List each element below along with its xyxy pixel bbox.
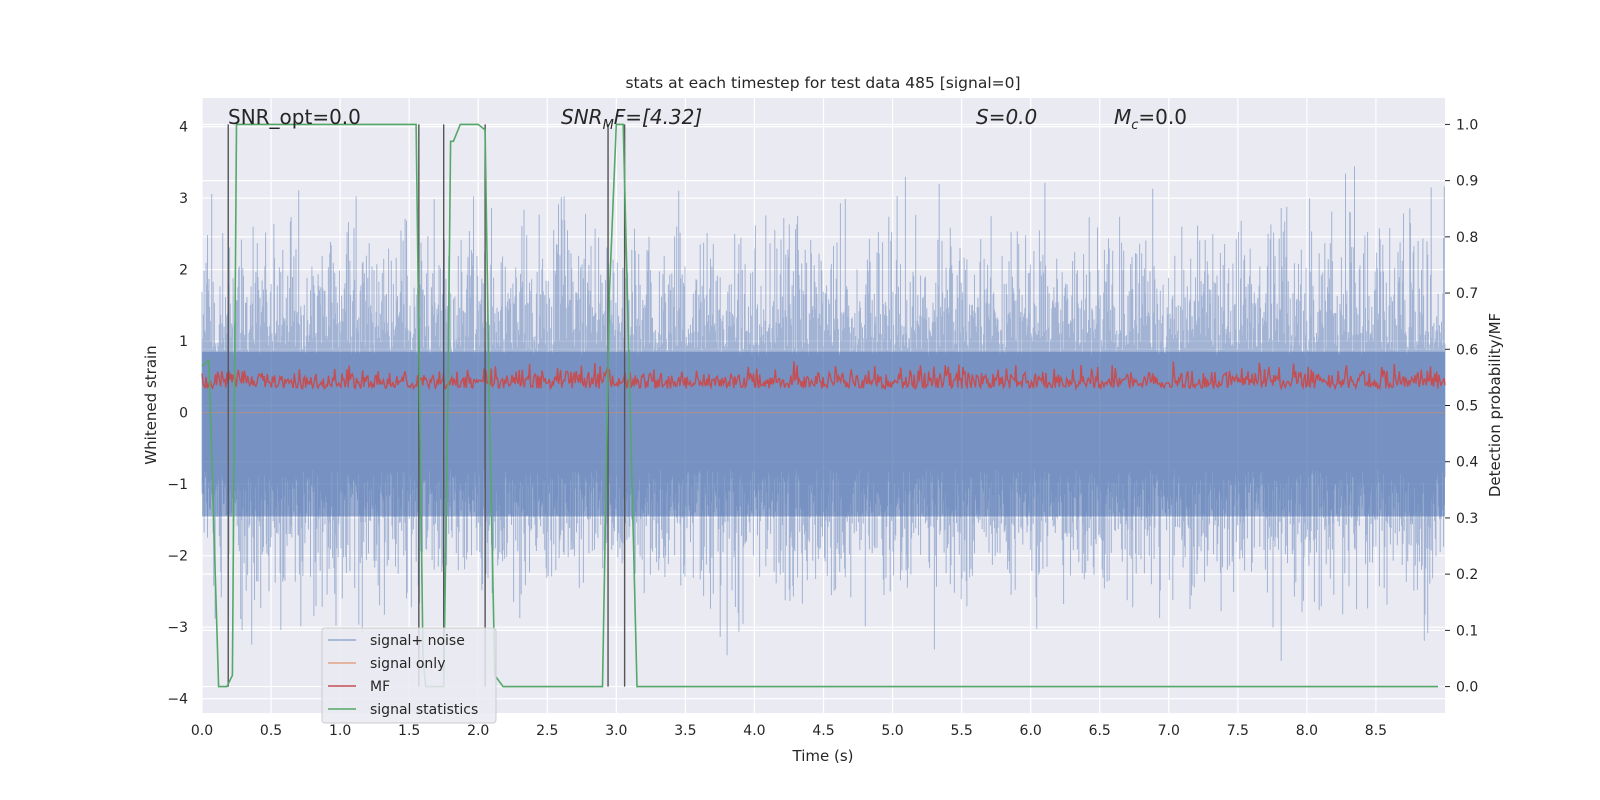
y-left-tick-label: −4 bbox=[167, 692, 188, 708]
x-tick-label: 2.0 bbox=[467, 723, 489, 739]
signal-noise-line bbox=[201, 166, 1446, 661]
x-tick-label: 5.0 bbox=[881, 723, 903, 739]
x-tick-label: 7.5 bbox=[1227, 723, 1249, 739]
x-tick-label: 8.5 bbox=[1365, 723, 1387, 739]
y-right-tick-label: 0.1 bbox=[1456, 623, 1478, 639]
x-tick-label: 3.0 bbox=[605, 723, 627, 739]
y-left-tick-label: 2 bbox=[179, 263, 188, 279]
mf-series bbox=[201, 361, 1446, 414]
x-tick-label: 7.0 bbox=[1158, 723, 1180, 739]
legend: signal+ noise signal only MF signal stat… bbox=[321, 627, 497, 724]
legend-label-mf: MF bbox=[370, 679, 390, 695]
y-right-tick-label: 0.2 bbox=[1456, 567, 1478, 583]
y-right-tick-label: 0.3 bbox=[1456, 511, 1478, 527]
x-tick-label: 8.0 bbox=[1296, 723, 1318, 739]
x-tick-label: 1.0 bbox=[329, 723, 351, 739]
y-right-tick-label: 0.4 bbox=[1456, 455, 1478, 471]
legend-label-signal-only: signal only bbox=[370, 656, 445, 672]
snr-mf-sub: M bbox=[603, 118, 614, 133]
mc-rest: =0.0 bbox=[1138, 105, 1187, 129]
snr-mf-rest: F=[4.32] bbox=[614, 105, 702, 129]
y-left-tick-label: −1 bbox=[167, 477, 188, 493]
x-tick-label: 2.5 bbox=[536, 723, 558, 739]
x-tick-label: 1.5 bbox=[398, 723, 420, 739]
signal-statistics-series bbox=[201, 123, 1439, 688]
mc-sub: c bbox=[1131, 118, 1138, 133]
s-annotation: S=0.0 bbox=[976, 105, 1037, 129]
y-axis-left-label: Whitened strain bbox=[142, 345, 160, 464]
y-left-tick-label: −3 bbox=[167, 620, 188, 636]
y-right-tick-label: 0.6 bbox=[1456, 342, 1478, 358]
snr-mf-main: SNR bbox=[561, 105, 603, 129]
x-tick-label: 4.0 bbox=[743, 723, 765, 739]
mf-line bbox=[201, 361, 1446, 392]
y-left-tick-label: 0 bbox=[179, 406, 188, 422]
y-left-tick-label: 3 bbox=[179, 191, 188, 207]
x-axis-label: Time (s) bbox=[792, 747, 854, 765]
x-tick-label: 6.0 bbox=[1020, 723, 1042, 739]
y-left-tick-label: 4 bbox=[179, 120, 188, 136]
mc-annotation: Mc=0.0 bbox=[1114, 105, 1187, 133]
x-tick-label: 0.5 bbox=[260, 723, 282, 739]
x-tick-label: 6.5 bbox=[1089, 723, 1111, 739]
signal-statistics-line bbox=[201, 123, 1439, 688]
y-left-tick-label: 1 bbox=[179, 334, 188, 350]
x-tick-label: 0.0 bbox=[191, 723, 213, 739]
y-right-tick-label: 0.8 bbox=[1456, 230, 1478, 246]
chart-title: stats at each timestep for test data 485… bbox=[625, 74, 1020, 92]
y-right-tick-label: 0.0 bbox=[1456, 680, 1478, 696]
legend-box bbox=[321, 627, 497, 724]
legend-label-signal-statistics: signal statistics bbox=[370, 702, 478, 718]
y-right-tick-label: 0.5 bbox=[1456, 399, 1478, 415]
x-tick-label: 5.5 bbox=[950, 723, 972, 739]
legend-label-signal-noise: signal+ noise bbox=[370, 633, 465, 649]
y-right-tick-label: 0.9 bbox=[1456, 174, 1478, 190]
y-right-tick-label: 0.7 bbox=[1456, 286, 1478, 302]
mc-main: M bbox=[1114, 105, 1131, 129]
y-left-tick-label: −2 bbox=[167, 549, 188, 565]
y-right-tick-label: 1.0 bbox=[1456, 117, 1478, 133]
x-tick-label: 3.5 bbox=[674, 723, 696, 739]
snr-mf-annotation: SNRMF=[4.32] bbox=[561, 105, 702, 133]
snr-opt-annotation: SNR_opt=0.0 bbox=[228, 105, 361, 129]
axis-ticks: 0.0 0.5 1.0 1.5 2.0 2.5 3.0 3.5 4.0 4.5 5.0 5.5 6.0 6… bbox=[167, 117, 1478, 739]
y-axis-right-label: Detection probability/MF bbox=[1486, 313, 1504, 497]
x-tick-label: 4.5 bbox=[812, 723, 834, 739]
